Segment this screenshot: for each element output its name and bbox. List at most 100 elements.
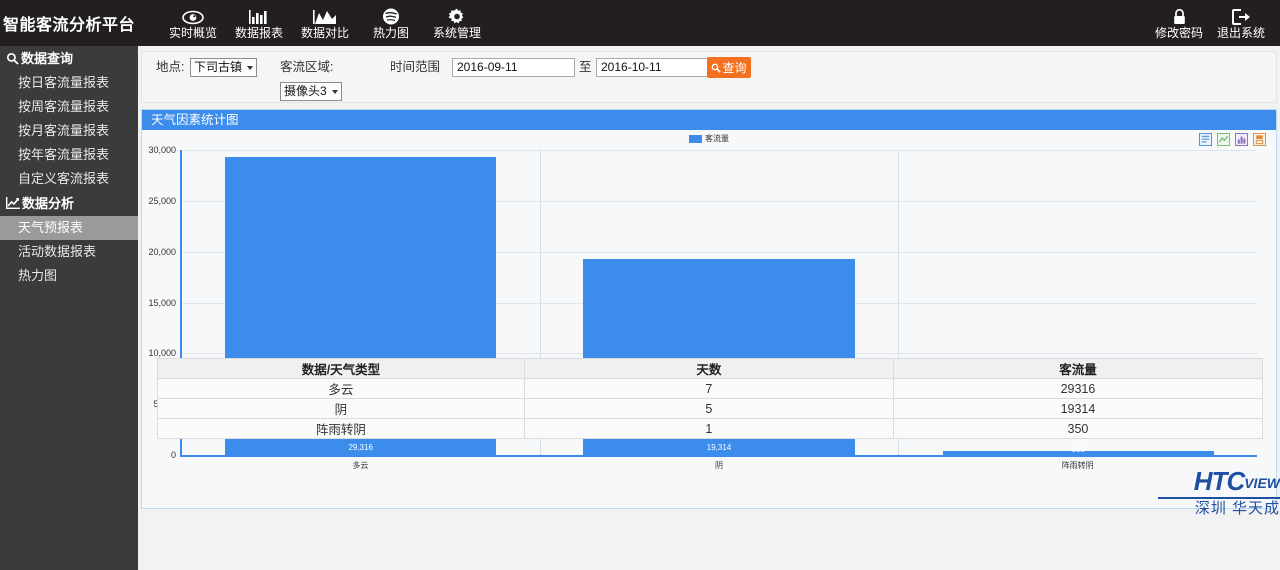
location-select[interactable]: 下司古镇 (190, 58, 258, 77)
y-tick-label: 20,000 (148, 246, 176, 257)
area-select-value: 摄像头3 (284, 84, 327, 98)
nav-item-heatmap[interactable]: 热力图 (358, 0, 424, 46)
legend-label: 客流量 (705, 134, 729, 143)
table-cell-weather-type: 阴 (157, 398, 525, 419)
panel-title: 天气因素统计图 (142, 110, 1276, 130)
logout-icon (1231, 6, 1251, 25)
sidebar-item-custom-report[interactable]: 自定义客流报表 (18, 171, 110, 186)
nav-label: 实时概览 (168, 26, 217, 40)
category-divider (898, 150, 900, 455)
location-label: 地点: (156, 60, 185, 74)
sidebar-item-yearly-report[interactable]: 按年客流量报表 (18, 147, 110, 162)
nav-label: 退出系统 (1216, 26, 1265, 40)
app-header: 智能客流分析平台 实时概览 数据报表 数据对比 热力图 (0, 0, 1280, 46)
gridline: 20,000 (148, 247, 1257, 257)
nav-label: 热力图 (372, 26, 409, 40)
gear-icon (448, 6, 466, 25)
chart-legend: 客流量 (142, 133, 1276, 144)
table-cell-traffic: 29316 (892, 378, 1264, 399)
date-start-input[interactable]: 2016-09-11 (452, 58, 575, 77)
lock-icon (1172, 6, 1187, 25)
table-cell-weather-type: 多云 (157, 378, 525, 399)
sidebar-item-heatmap[interactable]: 热力图 (18, 268, 58, 283)
sidebar-item-weekly-report[interactable]: 按周客流量报表 (18, 99, 110, 114)
nav-label: 系统管理 (432, 26, 481, 40)
nav-item-system-management[interactable]: 系统管理 (424, 0, 490, 46)
bar-value-label: 350 (1071, 445, 1086, 454)
area-select[interactable]: 摄像头3 (280, 82, 342, 101)
y-tick-label: 10,000 (148, 348, 176, 359)
table-row: 多云 7 29316 (157, 378, 1264, 399)
sidebar-item-weather-report[interactable]: 天气预报表 (0, 216, 138, 240)
table-cell-days: 5 (523, 398, 894, 419)
table-cell-traffic: 350 (892, 418, 1264, 439)
sidebar-group-label: 数据分析 (22, 196, 75, 211)
chart-panel: 天气因素统计图 (141, 109, 1277, 509)
heatmap-icon (382, 6, 400, 25)
table-row: 阵雨转阴 1 350 (157, 418, 1264, 439)
date-start-value: 2016-09-11 (457, 60, 518, 74)
bar-value-label: 29,316 (348, 443, 373, 452)
logo-wordmark: HTCVIEW (1158, 468, 1280, 496)
account-nav: 修改密码 退出系统 (1148, 0, 1272, 46)
x-tick-label: 阵雨转阴 (1061, 461, 1094, 470)
time-range-label: 时间范围 (390, 60, 441, 74)
nav-item-data-report[interactable]: 数据报表 (226, 0, 292, 46)
filter-toolbar: 地点: 下司古镇 客流区域: 时间范围 2016-09-11 至 2016-10… (141, 51, 1277, 103)
y-tick-label: 25,000 (148, 195, 176, 206)
gridline: 25,000 (148, 196, 1257, 206)
nav-item-change-password[interactable]: 修改密码 (1148, 0, 1210, 46)
nav-item-realtime-overview[interactable]: 实时概览 (160, 0, 226, 46)
sidebar: 数据查询 按日客流量报表 按周客流量报表 按月客流量报表 按年客流量报表 自定义… (0, 46, 138, 570)
date-end-input[interactable]: 2016-10-11 (596, 58, 719, 77)
bar-shower-to-overcast[interactable]: 350 (942, 445, 1214, 455)
table-row: 阴 5 19314 (157, 398, 1264, 419)
sidebar-group-data-analysis: 数据分析 (0, 191, 138, 216)
table-header-row: 数据/天气类型 天数 客流量 (157, 358, 1264, 379)
logo-divider (1158, 497, 1280, 499)
logo-mark-suffix: VIEW (1244, 475, 1280, 491)
date-end-value: 2016-10-11 (601, 60, 662, 74)
nav-item-data-compare[interactable]: 数据对比 (292, 0, 358, 46)
company-logo: HTCVIEW 深圳 华天成 (1158, 468, 1280, 518)
line-chart-toggle-icon[interactable] (1217, 133, 1230, 146)
nav-item-logout[interactable]: 退出系统 (1210, 0, 1272, 46)
sidebar-item-monthly-report[interactable]: 按月客流量报表 (18, 123, 110, 138)
search-icon (712, 63, 722, 73)
table-cell-weather-type: 阵雨转阴 (157, 418, 525, 439)
chevron-down-icon (247, 66, 254, 70)
main-nav: 实时概览 数据报表 数据对比 热力图 系统管理 (160, 0, 490, 46)
category-divider (539, 150, 541, 455)
y-tick-label: 0 (170, 450, 176, 460)
query-button[interactable]: 查询 (707, 57, 751, 78)
chart-toolbox (1199, 133, 1266, 146)
sidebar-item-daily-report[interactable]: 按日客流量报表 (18, 75, 110, 90)
search-icon (6, 52, 19, 65)
x-tick-label: 多云 (352, 461, 369, 470)
y-tick-label: 30,000 (148, 145, 176, 155)
sidebar-item-activity-report[interactable]: 活动数据报表 (18, 244, 97, 259)
area-chart-icon (313, 6, 337, 25)
table-header-cell: 数据/天气类型 (157, 358, 525, 379)
x-axis-line (180, 455, 1257, 457)
logo-subtitle: 深圳 华天成 (1194, 500, 1280, 517)
x-tick-label: 阴 (714, 461, 723, 470)
save-image-icon[interactable] (1253, 133, 1266, 146)
query-button-label: 查询 (722, 61, 747, 75)
trend-up-icon (6, 197, 20, 210)
main-content: 地点: 下司古镇 客流区域: 时间范围 2016-09-11 至 2016-10… (138, 46, 1280, 570)
table-cell-days: 7 (523, 378, 894, 399)
table-header-cell: 客流量 (892, 358, 1264, 379)
nav-label: 数据报表 (234, 26, 283, 40)
data-view-icon[interactable] (1199, 133, 1212, 146)
logo-mark: HTC (1193, 466, 1245, 496)
bar-value-label: 19,314 (706, 443, 732, 452)
sidebar-group-label: 数据查询 (21, 51, 74, 66)
app-brand: 智能客流分析平台 (2, 17, 135, 34)
table-header-cell: 天数 (523, 358, 894, 379)
bar-chart-toggle-icon[interactable] (1235, 133, 1248, 146)
nav-label: 数据对比 (300, 26, 349, 40)
chevron-down-icon (331, 90, 338, 94)
location-select-value: 下司古镇 (194, 60, 243, 74)
bar-chart-icon (248, 6, 270, 25)
